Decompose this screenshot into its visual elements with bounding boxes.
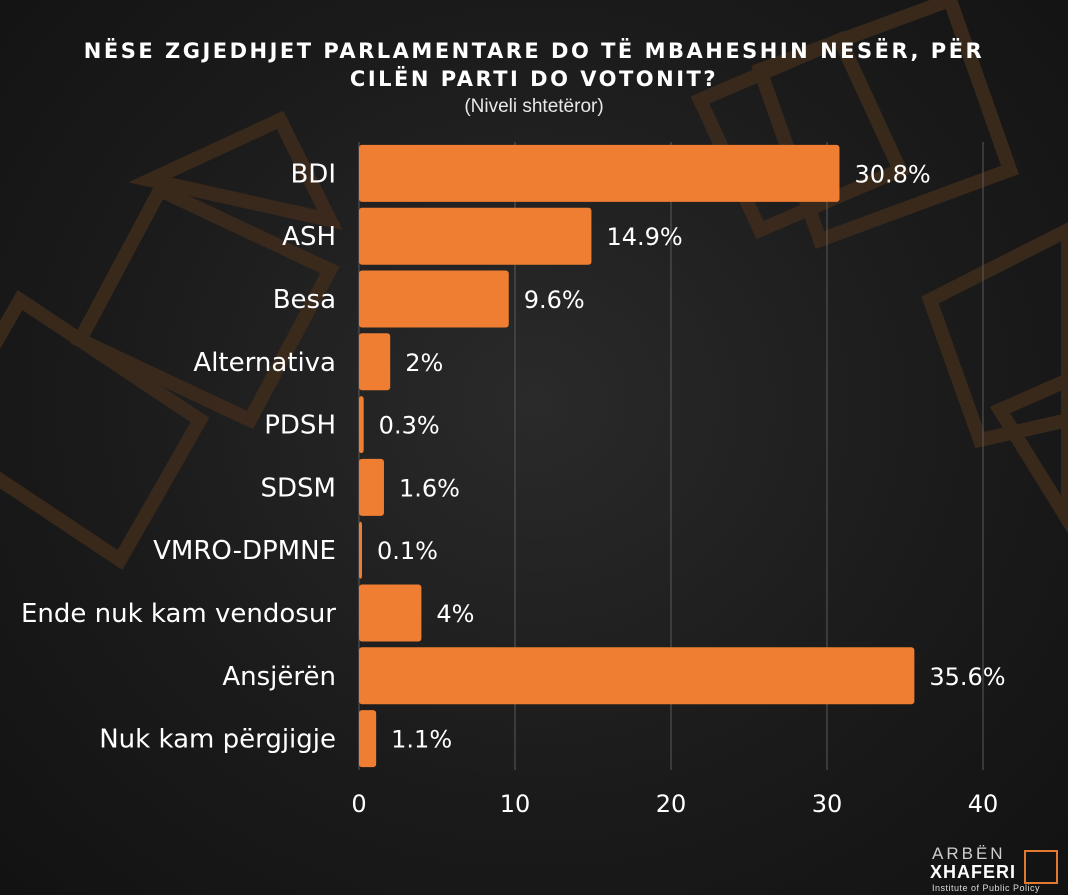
category-label: Nuk kam përgjigje (99, 725, 336, 755)
x-tick-label: 30 (812, 790, 843, 818)
bar (359, 333, 391, 391)
data-label: 35.6% (929, 663, 1005, 691)
chart-subtitle: (Niveli shtetëror) (464, 96, 604, 117)
x-tick-label: 0 (351, 790, 366, 818)
category-label: Besa (273, 285, 336, 315)
data-label: 0.3% (379, 412, 440, 440)
category-label: Alternativa (193, 348, 336, 378)
data-label: 9.6% (524, 286, 585, 314)
bar (359, 207, 592, 265)
category-label: PDSH (264, 411, 336, 441)
logo-line-3: Institute of Public Policy (932, 883, 1041, 893)
category-label: Ende nuk kam vendosur (21, 599, 336, 629)
bar (359, 458, 384, 516)
category-label: SDSM (261, 473, 336, 503)
data-label: 14.9% (606, 223, 682, 251)
logo-mark-icon (1024, 850, 1058, 884)
bar (359, 144, 840, 202)
logo-line-2: XHAFERI (930, 862, 1017, 882)
bar (359, 521, 362, 579)
chart-title-line-1: NËSE ZGJEDHJET PARLAMENTARE DO TË MBAHES… (83, 39, 985, 63)
chart-title-line-2: CILËN PARTI DO VOTONIT? (349, 67, 719, 91)
category-label: BDI (290, 159, 336, 189)
bar (359, 584, 422, 642)
data-label: 2% (405, 349, 443, 377)
category-label: ASH (282, 222, 336, 252)
category-label: Ansjërën (222, 662, 336, 692)
data-label: 4% (436, 600, 474, 628)
bar (359, 396, 364, 454)
data-label: 0.1% (377, 537, 438, 565)
category-label: VMRO-DPMNE (153, 536, 336, 566)
x-tick-label: 10 (500, 790, 531, 818)
bar (359, 647, 915, 705)
data-label: 1.1% (391, 726, 452, 754)
data-label: 30.8% (854, 160, 930, 188)
bar (359, 270, 509, 328)
brand-logo: ARBËN XHAFERI Institute of Public Policy (930, 844, 1065, 894)
logo-line-1: ARBËN (932, 844, 1006, 863)
bar (359, 710, 377, 768)
x-tick-label: 20 (656, 790, 687, 818)
x-tick-label: 40 (968, 790, 999, 818)
data-label: 1.6% (399, 474, 460, 502)
